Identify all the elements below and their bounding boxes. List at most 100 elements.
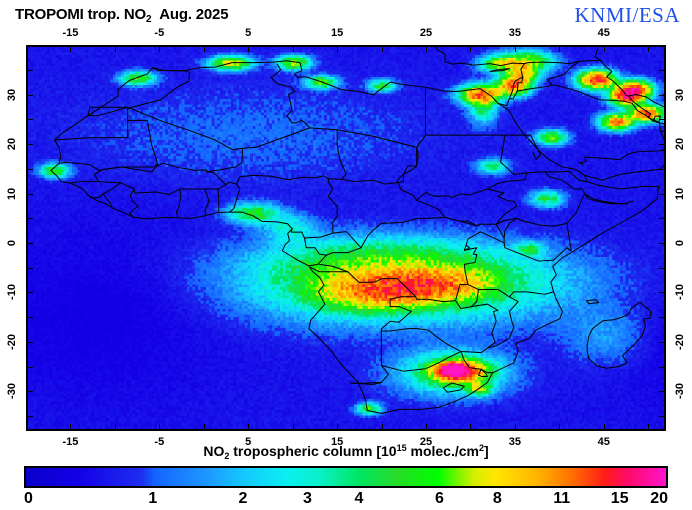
y-tick-minor	[28, 317, 33, 318]
y-axis-label-left: -20	[6, 334, 18, 350]
x-tick-minor	[470, 47, 471, 52]
y-tick-minor	[28, 292, 33, 293]
y-axis-label-left: 10	[6, 187, 18, 199]
x-tick-minor	[470, 424, 471, 429]
x-tick-minor	[159, 424, 160, 429]
y-tick-minor	[28, 391, 33, 392]
x-axis-label-top: 25	[420, 27, 432, 39]
x-tick-minor	[604, 424, 605, 429]
colorbar-tick-label: 8	[493, 490, 502, 508]
y-tick-minor	[659, 416, 664, 417]
x-axis-label-top: 45	[598, 27, 610, 39]
cbar-mid2: molec./cm	[407, 443, 479, 459]
x-tick-minor	[70, 47, 71, 52]
x-tick-minor	[70, 424, 71, 429]
colorbar-tick-label: 3	[303, 490, 312, 508]
cbar-suffix: ]	[484, 443, 489, 459]
x-axis-label-top: 5	[245, 27, 251, 39]
cbar-no: NO	[203, 443, 224, 459]
colorbar-tick-label: 20	[650, 490, 668, 508]
colorbar-gradient	[26, 468, 666, 486]
x-axis-label-bottom: -15	[62, 436, 78, 448]
y-tick-minor	[28, 243, 33, 244]
x-tick-minor	[604, 47, 605, 52]
x-tick-minor	[115, 424, 116, 429]
y-axis-label-right: -10	[674, 284, 686, 300]
y-tick-minor	[28, 416, 33, 417]
y-tick-minor	[28, 268, 33, 269]
x-tick-minor	[204, 47, 205, 52]
y-axis-label-left: 30	[6, 88, 18, 100]
cbar-mid: tropospheric column [10	[229, 443, 396, 459]
y-tick-minor	[28, 70, 33, 71]
cbar-no-sub: 2	[224, 451, 229, 461]
y-tick-minor	[659, 169, 664, 170]
y-tick-minor	[659, 144, 664, 145]
y-tick-minor	[659, 194, 664, 195]
x-axis-label-bottom: -5	[154, 436, 164, 448]
x-axis-label-top: -5	[154, 27, 164, 39]
colorbar[interactable]	[24, 466, 668, 488]
agency-credit: KNMI/ESA	[574, 3, 680, 28]
y-tick-minor	[28, 218, 33, 219]
y-axis-label-left: -10	[6, 284, 18, 300]
cbar-exp: 15	[397, 443, 407, 453]
y-tick-minor	[28, 95, 33, 96]
x-tick-minor	[515, 424, 516, 429]
colorbar-title: NO2 tropospheric column [1015 molec./cm2…	[203, 443, 488, 459]
y-axis-label-right: 20	[674, 138, 686, 150]
y-axis-label-right: -20	[674, 334, 686, 350]
colorbar-tick-label: 6	[435, 490, 444, 508]
y-axis-label-right: -30	[674, 383, 686, 399]
map-plot-area[interactable]	[26, 45, 666, 431]
y-axis-label-right: 30	[674, 88, 686, 100]
x-tick-minor	[159, 47, 160, 52]
colorbar-tick-label: 4	[354, 490, 363, 508]
x-axis-label-bottom: 35	[509, 436, 521, 448]
x-tick-minor	[648, 47, 649, 52]
y-tick-minor	[28, 119, 33, 120]
y-tick-minor	[28, 194, 33, 195]
y-tick-minor	[28, 342, 33, 343]
figure-root: TROPOMI trop. NO2 Aug. 2025 KNMI/ESA -15…	[0, 0, 692, 510]
y-tick-minor	[659, 391, 664, 392]
x-tick-minor	[293, 47, 294, 52]
y-tick-minor	[659, 243, 664, 244]
x-tick-minor	[248, 47, 249, 52]
x-tick-minor	[115, 47, 116, 52]
x-axis-label-bottom: 45	[598, 436, 610, 448]
x-tick-minor	[648, 424, 649, 429]
x-tick-minor	[559, 47, 560, 52]
y-tick-minor	[659, 317, 664, 318]
y-tick-minor	[659, 218, 664, 219]
y-tick-minor	[659, 95, 664, 96]
colorbar-tick-label: 2	[239, 490, 248, 508]
x-tick-minor	[337, 424, 338, 429]
x-tick-minor	[426, 47, 427, 52]
y-tick-minor	[659, 367, 664, 368]
y-axis-label-left: 20	[6, 138, 18, 150]
colorbar-tick-label: 1	[148, 490, 157, 508]
x-tick-minor	[293, 424, 294, 429]
x-tick-minor	[204, 424, 205, 429]
x-tick-minor	[337, 47, 338, 52]
y-tick-minor	[28, 367, 33, 368]
y-tick-minor	[28, 169, 33, 170]
cbar-exp2: 2	[479, 443, 484, 453]
x-tick-minor	[382, 47, 383, 52]
page-title: TROPOMI trop. NO2 Aug. 2025	[15, 6, 228, 23]
title-subscript: 2	[146, 14, 151, 25]
y-tick-minor	[659, 342, 664, 343]
title-instrument: TROPOMI trop. NO	[15, 6, 146, 23]
colorbar-tick-label: 11	[553, 490, 570, 508]
x-axis-label-top: -15	[62, 27, 78, 39]
y-axis-label-right: 0	[674, 240, 686, 246]
x-axis-label-top: 15	[331, 27, 343, 39]
y-tick-minor	[659, 119, 664, 120]
x-tick-minor	[382, 424, 383, 429]
y-tick-minor	[659, 292, 664, 293]
x-axis-label-top: 35	[509, 27, 521, 39]
title-period: Aug. 2025	[159, 6, 228, 23]
x-tick-minor	[248, 424, 249, 429]
no2-heatmap	[28, 47, 664, 429]
